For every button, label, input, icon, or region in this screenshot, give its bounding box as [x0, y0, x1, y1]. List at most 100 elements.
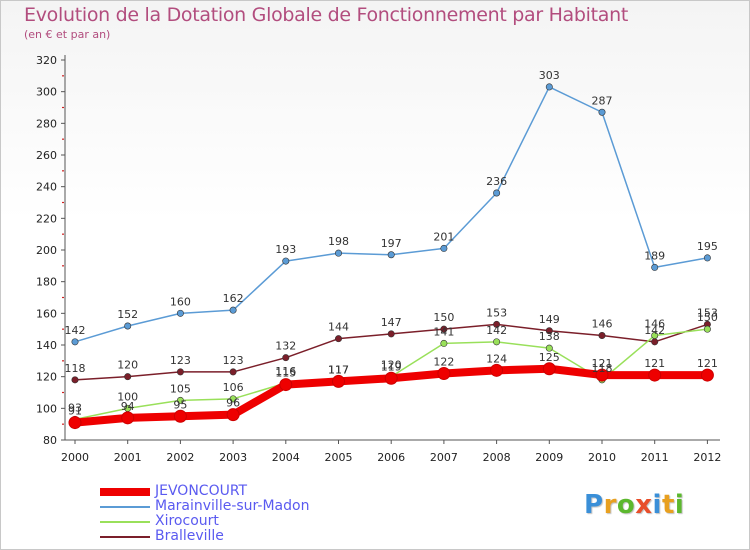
data-point-bralleville — [545, 327, 553, 335]
x-tick-label: 2001 — [114, 451, 142, 464]
y-axis-ticks: 80 100 120 140 160 180 200 220 240 260 280 300 320 — [36, 54, 65, 447]
data-point-marainville-sur-madon — [440, 244, 448, 252]
logo-letter: i — [652, 490, 662, 520]
legend: JEVONCOURT Marainville-sur-Madon Xirocou… — [100, 483, 400, 544]
data-point-bralleville — [282, 354, 290, 362]
y-tick-label: 80 — [43, 434, 57, 447]
data-label-marainville-sur-madon: 198 — [328, 235, 349, 248]
legend-label-xirocourt: Xirocourt — [155, 513, 219, 529]
x-tick-label: 2007 — [430, 451, 458, 464]
y-tick-label: 160 — [36, 307, 57, 320]
data-point-bralleville — [124, 373, 132, 381]
data-point-bralleville — [651, 338, 659, 346]
data-label-marainville-sur-madon: 142 — [65, 324, 86, 337]
data-point-jevoncourt — [700, 368, 714, 382]
legend-label-bralleville: Bralleville — [155, 528, 224, 544]
logo-letter: o — [616, 490, 636, 520]
data-label-bralleville: 150 — [433, 311, 454, 324]
data-label-xirocourt: 117 — [328, 363, 349, 376]
x-tick-label: 2009 — [535, 451, 563, 464]
x-tick-label: 2012 — [693, 451, 721, 464]
y-tick-label: 100 — [36, 402, 57, 415]
x-tick-label: 2006 — [377, 451, 405, 464]
data-label-jevoncourt: 125 — [539, 351, 560, 364]
data-label-bralleville: 132 — [275, 340, 296, 353]
chart-subtitle: (en € et par an) — [24, 28, 111, 41]
x-tick-label: 2002 — [166, 451, 194, 464]
data-point-marainville-sur-madon — [71, 338, 79, 346]
data-label-xirocourt: 116 — [275, 365, 296, 378]
data-point-xirocourt — [703, 325, 711, 333]
legend-swatch-bralleville — [100, 536, 150, 538]
data-label-bralleville: 118 — [65, 362, 86, 375]
data-label-jevoncourt: 96 — [226, 397, 240, 410]
x-tick-label: 2000 — [61, 451, 89, 464]
data-point-bralleville — [71, 376, 79, 384]
data-label-jevoncourt: 119 — [381, 360, 402, 373]
data-point-marainville-sur-madon — [651, 263, 659, 271]
data-point-jevoncourt — [384, 371, 398, 385]
y-tick-label: 260 — [36, 149, 57, 162]
y-tick-label: 220 — [36, 212, 57, 225]
legend-item-bralleville[interactable]: Bralleville — [100, 528, 400, 544]
logo-letter: x — [635, 490, 653, 520]
legend-item-marainville[interactable]: Marainville-sur-Madon — [100, 498, 400, 514]
data-label-bralleville: 144 — [328, 321, 349, 334]
x-tick-label: 2011 — [641, 451, 669, 464]
data-label-marainville-sur-madon: 236 — [486, 175, 507, 188]
data-label-bralleville: 153 — [486, 306, 507, 319]
y-tick-label: 300 — [36, 86, 57, 99]
data-point-bralleville — [334, 335, 342, 343]
data-point-marainville-sur-madon — [229, 306, 237, 314]
legend-item-xirocourt[interactable]: Xirocourt — [100, 513, 400, 529]
line-chart: 80 100 120 140 160 180 200 220 240 260 280 300 320 2… — [36, 54, 721, 464]
legend-item-jevoncourt[interactable]: JEVONCOURT — [100, 483, 400, 499]
legend-swatch-jevoncourt — [100, 488, 150, 496]
data-point-bralleville — [493, 320, 501, 328]
y-tick-label: 240 — [36, 181, 57, 194]
data-label-jevoncourt: 121 — [592, 357, 613, 370]
data-label-xirocourt: 120 — [381, 359, 402, 372]
data-point-jevoncourt — [490, 363, 504, 377]
data-label-jevoncourt: 124 — [486, 352, 507, 365]
data-label-bralleville: 123 — [170, 354, 191, 367]
data-point-jevoncourt — [648, 368, 662, 382]
chart-title: Evolution de la Dotation Globale de Fonc… — [24, 4, 629, 26]
data-point-marainville-sur-madon — [334, 249, 342, 257]
y-tick-label: 180 — [36, 276, 57, 289]
data-point-jevoncourt — [332, 374, 345, 388]
data-label-marainville-sur-madon: 193 — [275, 243, 296, 256]
data-point-marainville-sur-madon — [493, 189, 501, 197]
data-label-bralleville: 147 — [381, 316, 402, 329]
data-point-xirocourt — [176, 396, 184, 404]
data-label-xirocourt: 106 — [223, 381, 244, 394]
data-label-bralleville: 149 — [539, 313, 560, 326]
data-label-jevoncourt: 115 — [275, 367, 296, 380]
data-label-bralleville: 153 — [697, 306, 718, 319]
data-point-jevoncourt — [121, 411, 135, 425]
data-label-marainville-sur-madon: 152 — [117, 308, 138, 321]
y-tick-label: 120 — [36, 371, 57, 384]
data-label-jevoncourt: 95 — [173, 398, 187, 411]
data-point-xirocourt — [229, 395, 237, 403]
data-point-marainville-sur-madon — [282, 257, 290, 265]
data-point-xirocourt — [493, 338, 501, 346]
data-label-xirocourt: 150 — [697, 311, 718, 324]
logo-letter: t — [661, 490, 675, 520]
x-tick-label: 2010 — [588, 451, 616, 464]
data-label-marainville-sur-madon: 201 — [433, 230, 454, 243]
legend-swatch-marainville — [100, 506, 150, 508]
data-point-bralleville — [176, 368, 184, 376]
data-label-xirocourt: 138 — [539, 330, 560, 343]
data-label-marainville-sur-madon: 160 — [170, 295, 191, 308]
data-label-jevoncourt: 121 — [644, 357, 665, 370]
y-tick-label: 320 — [36, 54, 57, 67]
y-tick-label: 200 — [36, 244, 57, 257]
data-point-jevoncourt — [595, 368, 609, 382]
data-label-bralleville: 146 — [592, 318, 613, 331]
data-point-xirocourt — [545, 344, 553, 352]
proxiti-logo: Proxiti — [584, 490, 684, 520]
data-label-xirocourt: 93 — [68, 401, 82, 414]
data-point-bralleville — [440, 325, 448, 333]
